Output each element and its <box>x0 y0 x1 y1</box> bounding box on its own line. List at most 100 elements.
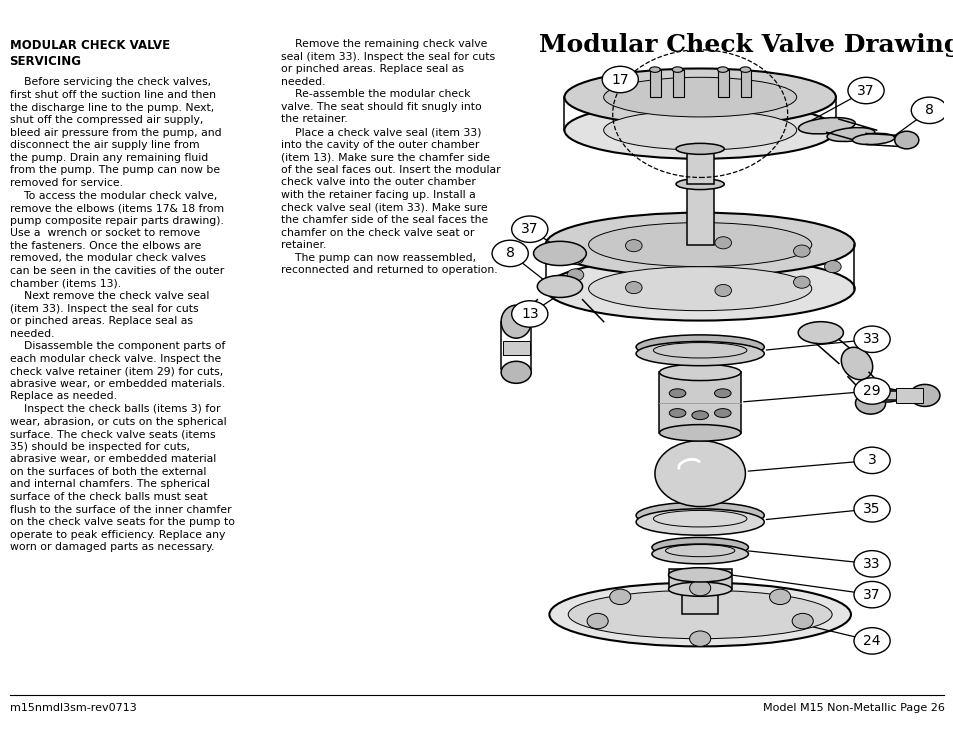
Ellipse shape <box>798 322 842 344</box>
Ellipse shape <box>500 305 531 338</box>
Circle shape <box>853 326 889 353</box>
Ellipse shape <box>676 143 723 154</box>
Text: 3: 3 <box>867 453 876 467</box>
Ellipse shape <box>636 502 763 528</box>
Circle shape <box>567 269 583 281</box>
Text: 29: 29 <box>862 384 880 398</box>
Ellipse shape <box>636 335 763 359</box>
Text: 17: 17 <box>611 72 628 86</box>
Ellipse shape <box>549 582 850 646</box>
Ellipse shape <box>588 266 811 311</box>
Circle shape <box>855 392 884 414</box>
Ellipse shape <box>533 241 586 266</box>
Text: Before servicing the check valves,
first shut off the suction line and then
the : Before servicing the check valves, first… <box>10 77 234 552</box>
Ellipse shape <box>651 537 748 557</box>
Circle shape <box>909 384 939 407</box>
Bar <box>668 569 731 589</box>
Text: 37: 37 <box>520 222 537 236</box>
Circle shape <box>910 97 946 123</box>
Text: 37: 37 <box>862 587 880 601</box>
Circle shape <box>586 613 608 629</box>
Bar <box>718 69 728 97</box>
Bar <box>659 372 740 433</box>
Circle shape <box>853 551 889 577</box>
Ellipse shape <box>651 544 748 564</box>
Circle shape <box>500 362 531 383</box>
Bar <box>740 69 751 97</box>
Ellipse shape <box>564 102 835 159</box>
Ellipse shape <box>668 582 731 596</box>
Ellipse shape <box>649 67 659 72</box>
Circle shape <box>714 284 731 297</box>
Bar <box>650 69 660 97</box>
Circle shape <box>847 77 883 104</box>
Ellipse shape <box>659 364 740 381</box>
Ellipse shape <box>714 409 730 418</box>
Circle shape <box>853 496 889 522</box>
Ellipse shape <box>669 389 685 398</box>
Circle shape <box>689 631 710 646</box>
Text: Remove the remaining check valve
seal (item 33). Inspect the seal for cuts
or pi: Remove the remaining check valve seal (i… <box>281 39 500 275</box>
Text: Model M15 Non-Metallic Page 26: Model M15 Non-Metallic Page 26 <box>761 703 943 713</box>
Text: 33: 33 <box>862 332 880 346</box>
Text: 24: 24 <box>862 634 880 648</box>
Ellipse shape <box>798 117 854 134</box>
Ellipse shape <box>841 348 872 379</box>
Ellipse shape <box>871 389 902 402</box>
Circle shape <box>793 276 809 289</box>
Ellipse shape <box>603 77 796 117</box>
Circle shape <box>567 252 583 264</box>
Circle shape <box>625 240 641 252</box>
Ellipse shape <box>826 128 874 142</box>
Bar <box>895 387 923 403</box>
Bar <box>672 69 683 97</box>
Ellipse shape <box>717 67 727 72</box>
Ellipse shape <box>852 134 894 145</box>
Text: 8: 8 <box>924 103 933 117</box>
Ellipse shape <box>672 67 682 72</box>
Bar <box>686 184 713 244</box>
Circle shape <box>793 245 809 257</box>
Ellipse shape <box>564 69 835 125</box>
Text: m15nmdl3sm-rev0713: m15nmdl3sm-rev0713 <box>10 703 136 713</box>
Ellipse shape <box>636 342 763 366</box>
Circle shape <box>894 131 918 149</box>
Circle shape <box>609 589 630 604</box>
Circle shape <box>769 589 790 604</box>
Circle shape <box>714 237 731 249</box>
Ellipse shape <box>691 411 708 420</box>
Ellipse shape <box>668 568 731 582</box>
Ellipse shape <box>545 213 854 277</box>
Ellipse shape <box>588 223 811 266</box>
Ellipse shape <box>740 67 750 72</box>
Circle shape <box>655 441 744 506</box>
Text: 35: 35 <box>862 502 880 516</box>
Circle shape <box>492 240 528 266</box>
Text: MODULAR CHECK VALVE
SERVICING: MODULAR CHECK VALVE SERVICING <box>10 39 170 68</box>
Ellipse shape <box>603 110 796 150</box>
Text: 8: 8 <box>505 246 514 261</box>
Circle shape <box>853 628 889 654</box>
Ellipse shape <box>537 275 582 297</box>
Ellipse shape <box>636 508 763 535</box>
Circle shape <box>853 582 889 608</box>
Circle shape <box>511 301 547 327</box>
Text: 13: 13 <box>520 307 538 321</box>
Circle shape <box>511 216 547 242</box>
Circle shape <box>853 447 889 474</box>
Circle shape <box>601 66 638 93</box>
Bar <box>502 342 529 355</box>
Bar <box>681 584 718 615</box>
Circle shape <box>853 378 889 404</box>
Ellipse shape <box>676 179 723 190</box>
Circle shape <box>689 580 710 596</box>
Text: Modular Check Valve Drawing: Modular Check Valve Drawing <box>538 33 953 58</box>
Ellipse shape <box>669 409 685 418</box>
Circle shape <box>625 282 641 294</box>
Circle shape <box>791 613 812 629</box>
Bar <box>686 149 713 184</box>
Ellipse shape <box>659 424 740 441</box>
Circle shape <box>823 261 841 272</box>
Text: 33: 33 <box>862 557 880 570</box>
Text: 37: 37 <box>857 83 874 97</box>
